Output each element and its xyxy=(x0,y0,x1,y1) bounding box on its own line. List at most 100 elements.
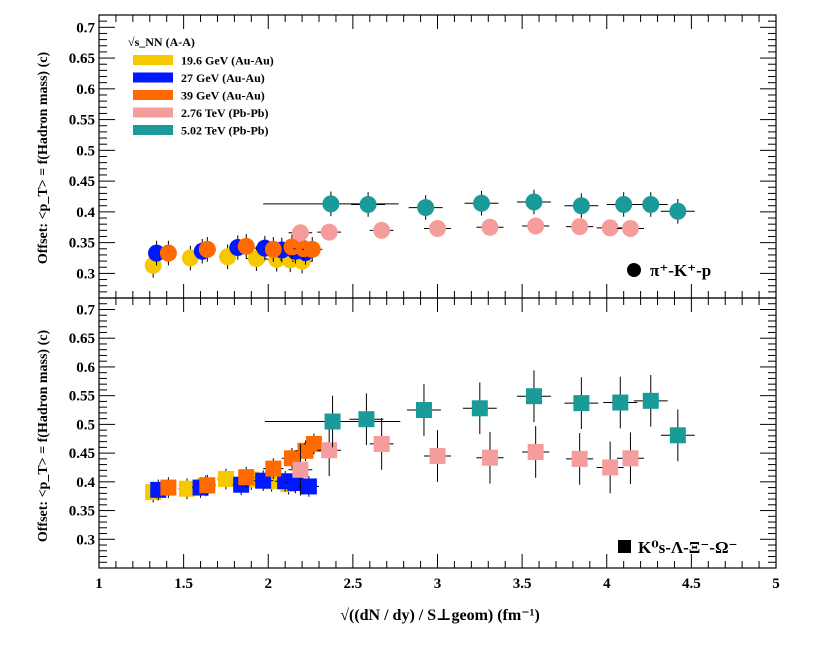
data-point xyxy=(429,447,446,464)
x-tick-label: 2 xyxy=(265,576,273,592)
y-tick-label: 0.7 xyxy=(76,20,95,36)
legend-label: 39 GeV (Au-Au) xyxy=(181,89,265,103)
data-point xyxy=(358,411,375,428)
legend-swatch xyxy=(133,125,173,135)
y-tick-label: 0.65 xyxy=(69,51,95,67)
legend-label: 19.6 GeV (Au-Au) xyxy=(181,54,274,68)
x-tick-label: 4.5 xyxy=(682,576,701,592)
x-tick-label: 3.5 xyxy=(513,576,532,592)
data-point xyxy=(373,221,391,239)
top-ticks xyxy=(98,14,777,299)
legend: √s_NN (A-A) 19.6 GeV (Au-Au) 27 GeV (Au-A… xyxy=(128,35,274,138)
data-point xyxy=(373,435,390,452)
data-point xyxy=(481,218,499,236)
data-point xyxy=(199,477,216,494)
x-tick-label: 1.5 xyxy=(174,576,193,592)
y-tick-label: 0.45 xyxy=(69,446,95,462)
data-point xyxy=(291,224,309,242)
x-tick-label: 2.5 xyxy=(344,576,363,592)
data-point xyxy=(527,217,545,235)
data-point xyxy=(622,450,639,467)
y-tick-label: 0.35 xyxy=(69,236,95,252)
data-point xyxy=(481,449,498,466)
data-point xyxy=(237,237,255,255)
data-point xyxy=(573,395,590,412)
y-tick-label: 0.5 xyxy=(76,417,95,433)
y-tick-label: 0.4 xyxy=(76,205,95,221)
data-point xyxy=(159,244,177,262)
y-tick-label: 0.3 xyxy=(76,266,95,282)
legend-swatch xyxy=(133,90,173,100)
data-point xyxy=(572,197,590,215)
data-point xyxy=(255,472,272,489)
data-point xyxy=(525,388,542,405)
bottom-ytick-labels: 0.3 0.35 0.4 0.45 0.5 0.55 0.6 0.65 0.7 xyxy=(69,302,96,548)
data-point xyxy=(669,427,686,444)
data-point xyxy=(642,195,660,213)
data-point xyxy=(415,402,432,419)
x-axis-label: √((dN / dy) / S⊥geom) (fm⁻¹) xyxy=(340,607,540,624)
data-point xyxy=(642,392,659,409)
data-point xyxy=(264,240,282,258)
data-point xyxy=(417,199,435,217)
y-tick-label: 0.6 xyxy=(76,360,95,376)
data-point xyxy=(217,470,234,487)
y-tick-label: 0.35 xyxy=(69,504,95,520)
data-point xyxy=(300,478,317,495)
legend-label: 5.02 TeV (Pb-Pb) xyxy=(181,124,268,138)
y-tick-label: 0.55 xyxy=(69,389,95,405)
legend-label: 2.76 TeV (Pb-Pb) xyxy=(181,106,268,120)
data-point xyxy=(571,218,589,236)
top-y-axis-label: Offset: <p_T> = f(Hadron mass) (c) xyxy=(36,52,51,265)
data-point xyxy=(571,450,588,467)
data-point xyxy=(305,435,322,452)
y-tick-label: 0.7 xyxy=(76,302,95,318)
x-tick-label: 3 xyxy=(434,576,442,592)
data-point xyxy=(303,240,321,258)
data-point xyxy=(321,442,338,459)
y-tick-label: 0.55 xyxy=(69,113,95,129)
data-point xyxy=(473,194,491,212)
x-tick-label: 5 xyxy=(772,576,780,592)
legend-swatch xyxy=(133,72,173,83)
circle-marker-icon xyxy=(627,263,641,277)
data-point xyxy=(292,461,309,478)
top-data-points xyxy=(144,189,695,278)
data-point xyxy=(615,195,633,213)
bottom-y-axis-label: Offset: <p_T> = f(Hadron mass) (c) xyxy=(36,330,51,543)
y-tick-label: 0.45 xyxy=(69,174,95,190)
data-point xyxy=(601,219,619,237)
x-tick-label: 1 xyxy=(95,576,103,592)
legend-header: √s_NN (A-A) xyxy=(128,35,195,49)
data-point xyxy=(320,223,338,241)
bottom-species-label: K⁰s-Λ-Ξ⁻-Ω⁻ xyxy=(638,538,738,557)
data-point xyxy=(322,195,340,213)
y-tick-label: 0.5 xyxy=(76,143,95,159)
data-point xyxy=(359,195,377,213)
x-tick-label: 4 xyxy=(603,576,611,592)
data-point xyxy=(621,219,639,237)
data-point xyxy=(265,460,282,477)
data-point xyxy=(148,244,166,262)
data-point xyxy=(471,400,488,417)
data-point xyxy=(602,459,619,476)
y-tick-label: 0.3 xyxy=(76,532,95,548)
top-species-label: π⁺-K⁺-p xyxy=(650,261,711,280)
legend-swatch xyxy=(133,107,173,118)
legend-label: 27 GeV (Au-Au) xyxy=(181,71,265,85)
top-ytick-labels: 0.3 0.35 0.4 0.45 0.5 0.55 0.6 0.65 0.7 xyxy=(69,20,96,282)
square-marker-icon xyxy=(618,540,631,553)
data-point xyxy=(324,413,341,430)
data-point xyxy=(527,443,544,460)
data-point xyxy=(429,219,446,237)
legend-swatch xyxy=(133,55,173,65)
data-point xyxy=(238,469,255,486)
xtick-labels: 1 1.5 2 2.5 3 3.5 4 4.5 5 xyxy=(95,576,780,592)
y-tick-label: 0.4 xyxy=(76,475,95,491)
data-point xyxy=(287,474,304,491)
data-point xyxy=(669,202,687,220)
data-point xyxy=(179,480,196,497)
data-point xyxy=(525,193,543,211)
data-point xyxy=(198,240,216,258)
